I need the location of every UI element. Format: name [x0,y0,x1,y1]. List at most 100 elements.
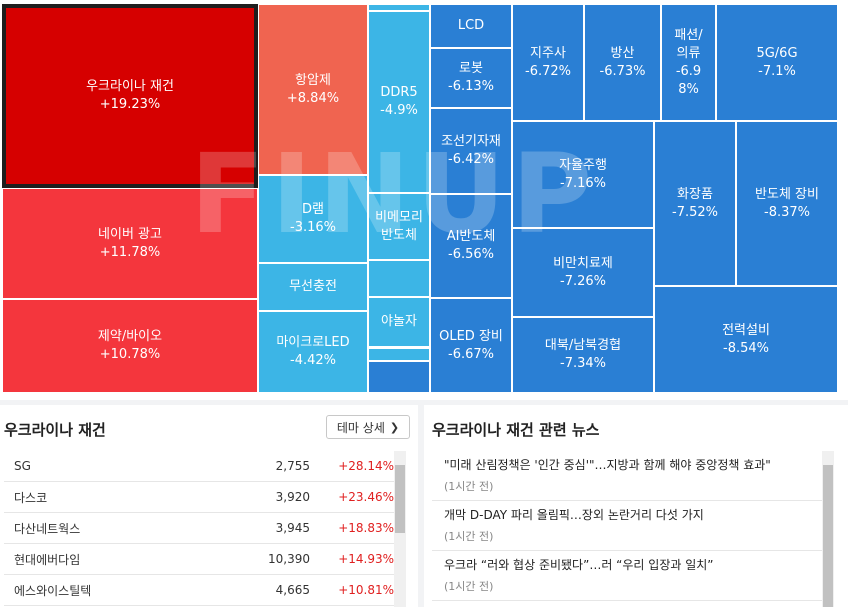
stock-list: SG 2,755 +28.14% 다스코 3,920 +23.46% 다산네트웍스 3,9… [4,451,394,606]
stock-row[interactable]: 다스코 3,920 +23.46% [4,482,394,513]
tile-name: 비메모리 반도체 [375,209,423,243]
scrollbar-thumb[interactable] [395,465,405,533]
tile-name: 마이크로LED [276,335,350,350]
tile-name: 항암제 [295,72,331,88]
tile-autonomous-driving[interactable]: 자율주행 -7.16% [512,121,654,228]
tile-non-memory-semi[interactable]: 비메모리 반도체 [368,193,430,260]
tile-change: +11.78% [99,244,161,260]
tile-change: -7.34% [560,356,606,371]
stock-name: SG [14,459,31,473]
tile-dram[interactable]: D램 -3.16% [258,175,368,263]
tile-defense[interactable]: 방산 -6.73% [584,4,661,121]
tile-name: 무선충전 [289,279,337,294]
tile-small-4[interactable] [368,347,430,349]
tile-fashion-apparel[interactable]: 패션/ 의류 -6.9 8% [661,4,716,121]
stock-list-scrollbar[interactable] [394,451,406,607]
tile-obesity-drug[interactable]: 비만치료제 -7.26% [512,228,654,317]
tile-name: 패션/ 의류 [674,27,703,61]
tile-name: D램 [302,202,324,217]
tile-change: -6.42% [448,152,494,167]
tile-shipbuilding-equipment[interactable]: 조선기자재 -6.42% [430,108,512,194]
tile-inter-korean-cooperation[interactable]: 대북/남북경협 -7.34% [512,317,654,393]
stock-name: 다스코 [14,490,48,505]
tile-small-2[interactable] [368,347,430,361]
tile-power-equipment[interactable]: 전력설비 -8.54% [654,286,838,393]
news-time: (1시간 전) [444,480,494,493]
stock-change: +18.83% [338,521,394,535]
tile-naver-ads[interactable]: 네이버 광고 +11.78% [2,188,258,299]
tile-name: 자율주행 [559,157,607,173]
tile-robot[interactable]: 로봇 -6.13% [430,48,512,108]
tile-change: +19.23% [99,97,161,112]
tile-name: 네이버 광고 [98,226,162,242]
tile-cosmetics[interactable]: 화장품 -7.52% [654,121,736,286]
tile-wireless-charging[interactable]: 무선충전 [258,263,368,311]
theme-treemap: 우크라이나 재건 +19.23% 네이버 광고 +11.78% 제약/바이오 +10.… [0,0,848,400]
tile-change: -7.26% [560,273,606,289]
tile-change: +10.78% [99,347,161,362]
tile-ukraine-reconstruction[interactable]: 우크라이나 재건 +19.23% [2,4,258,188]
tile-name: 대북/남북경협 [544,338,622,353]
stock-change: +28.14% [338,459,394,473]
tile-change: -6.56% [448,247,494,262]
stock-name: 다산네트웍스 [14,521,81,536]
tile-change: -4.9% [380,103,418,118]
tile-change: -8.37% [764,204,810,220]
tile-change: -7.1% [758,63,796,79]
stock-row[interactable]: 에스와이스틸텍 4,665 +10.81% [4,575,394,606]
tile-anticancer[interactable]: 항암제 +8.84% [258,4,368,175]
tile-micro-led[interactable]: 마이크로LED -4.42% [258,311,368,393]
stock-row[interactable]: SG 2,755 +28.14% [4,451,394,482]
news-time: (1시간 전) [444,580,494,593]
stock-price: 2,755 [275,459,310,473]
stock-name: 현대에버다임 [14,552,81,567]
stocks-panel-title: 우크라이나 재건 [4,421,106,439]
scrollbar-thumb[interactable] [823,465,833,607]
tile-5g-6g[interactable]: 5G/6G -7.1% [716,4,838,121]
tile-ai-semiconductor[interactable]: AI반도체 -6.56% [430,194,512,298]
theme-stocks-panel: 우크라이나 재건 테마 상세 ❯ SG 2,755 +28.14% 다스코 3,920… [0,405,418,607]
tile-name: 로봇 [459,61,483,76]
news-title[interactable]: 우크라 “러와 협상 준비됐다”…러 “우리 입장과 일치” [444,558,714,572]
theme-detail-label: 테마 상세 [336,420,385,435]
tile-change: -7.52% [672,204,718,220]
tile-small-1[interactable] [368,260,430,297]
stock-price: 4,665 [275,583,310,597]
tile-yanolja[interactable]: 야놀자 [368,297,430,347]
stock-row[interactable]: 다산네트웍스 3,945 +18.83% [4,513,394,544]
tile-oled-equipment[interactable]: OLED 장비 -6.67% [430,298,512,393]
news-item[interactable]: 우크라 “러와 협상 준비됐다”…러 “우리 입장과 일치” (1시간 전) [432,551,822,601]
tile-small-3[interactable] [368,4,430,11]
theme-news-panel: 우크라이나 재건 관련 뉴스 "미래 산림정책은 '인간 중심'"…지방과 함께… [424,405,848,607]
tile-name: 5G/6G [756,45,798,61]
tile-pharma-bio[interactable]: 제약/바이오 +10.78% [2,299,258,393]
stock-change: +14.93% [338,552,394,566]
tile-change: -7.16% [560,175,606,191]
tile-name: LCD [457,18,485,33]
tile-name: 비만치료제 [553,255,613,271]
tile-change: -6.73% [599,63,646,79]
tile-small-5[interactable] [368,361,430,393]
tile-name: 제약/바이오 [97,329,163,344]
stock-row[interactable]: 현대에버다임 10,390 +14.93% [4,544,394,575]
tile-lcd[interactable]: LCD [430,4,512,48]
tile-name: 우크라이나 재건 [86,79,174,94]
theme-detail-button[interactable]: 테마 상세 ❯ [326,415,410,439]
news-item[interactable]: 개막 D-DAY 파리 올림픽…장외 논란거리 다섯 가지 (1시간 전) [432,501,822,551]
tile-ddr5[interactable]: DDR5 -4.9% [368,11,430,193]
tile-change: -6.13% [448,79,494,94]
tile-holding-company[interactable]: 지주사 -6.72% [512,4,584,121]
tile-semiconductor-equipment[interactable]: 반도체 장비 -8.37% [736,121,838,286]
news-title[interactable]: 개막 D-DAY 파리 올림픽…장외 논란거리 다섯 가지 [444,508,704,522]
tile-change: -6.72% [525,63,571,79]
tile-name: DDR5 [380,85,418,100]
stock-name: 에스와이스틸텍 [14,583,92,598]
news-title[interactable]: "미래 산림정책은 '인간 중심'"…지방과 함께 해야 중앙정책 효과" [444,458,771,472]
tile-change: -3.16% [290,220,336,235]
stock-change: +10.81% [338,583,394,597]
news-panel-title: 우크라이나 재건 관련 뉴스 [432,421,600,439]
stock-price: 3,920 [275,490,310,504]
news-item[interactable]: "미래 산림정책은 '인간 중심'"…지방과 함께 해야 중앙정책 효과" (1시… [432,451,822,501]
tile-name: AI반도체 [446,229,496,244]
news-list-scrollbar[interactable] [822,451,834,607]
